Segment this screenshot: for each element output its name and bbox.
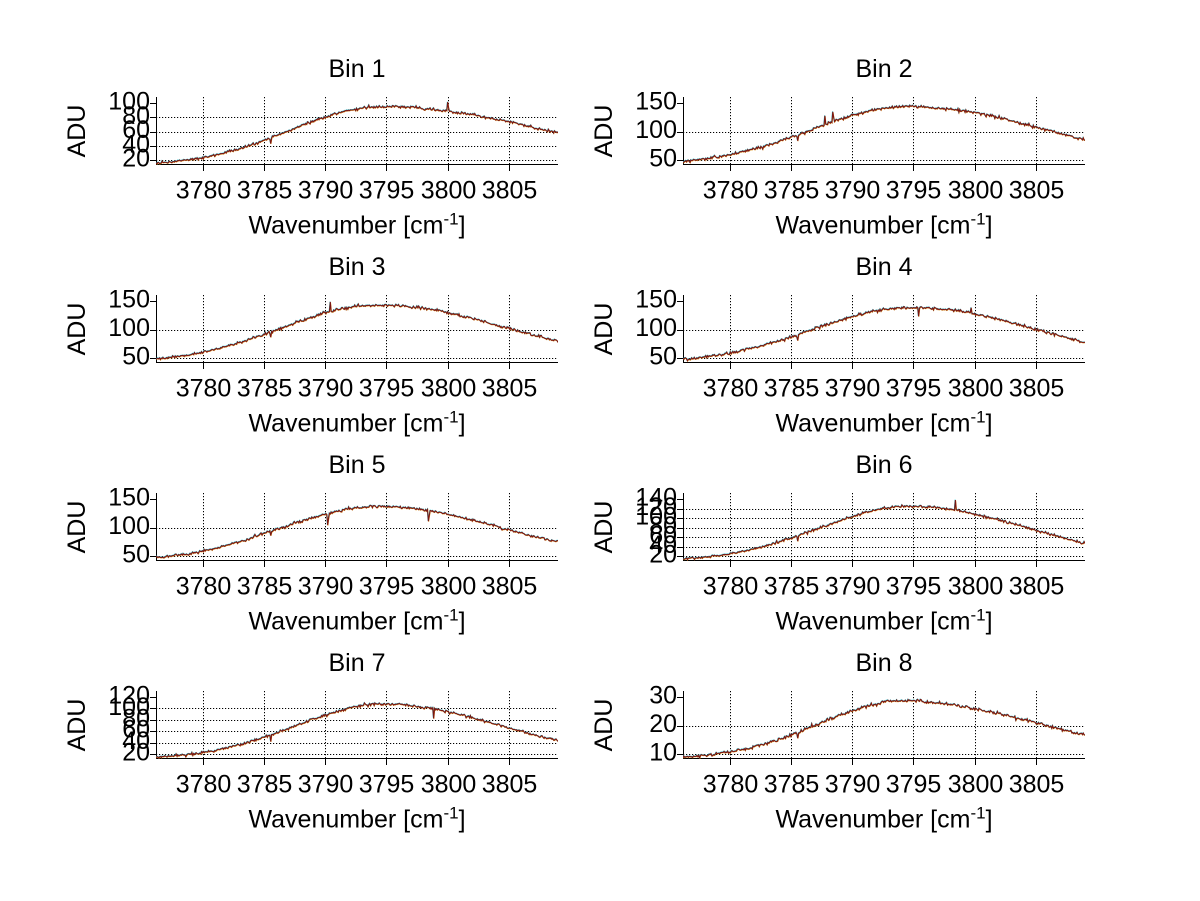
svg-text:Bin 7: Bin 7 bbox=[329, 649, 386, 677]
svg-text:3805: 3805 bbox=[1009, 771, 1065, 799]
svg-text:Bin 3: Bin 3 bbox=[329, 253, 386, 281]
svg-text:3800: 3800 bbox=[948, 771, 1004, 799]
svg-text:3795: 3795 bbox=[886, 573, 942, 601]
svg-text:Bin 5: Bin 5 bbox=[329, 451, 386, 479]
svg-text:3795: 3795 bbox=[359, 375, 415, 403]
svg-text:3800: 3800 bbox=[948, 573, 1004, 601]
svg-text:Wavenumber [cm-1]: Wavenumber [cm-1] bbox=[775, 803, 992, 834]
svg-text:3805: 3805 bbox=[1009, 177, 1065, 205]
svg-text:Wavenumber [cm-1]: Wavenumber [cm-1] bbox=[248, 803, 465, 834]
svg-text:3795: 3795 bbox=[359, 573, 415, 601]
svg-text:100: 100 bbox=[635, 116, 677, 144]
svg-text:50: 50 bbox=[122, 541, 150, 569]
svg-text:3785: 3785 bbox=[237, 573, 293, 601]
svg-text:10: 10 bbox=[649, 739, 677, 767]
svg-text:ADU: ADU bbox=[590, 303, 618, 356]
svg-text:3790: 3790 bbox=[825, 177, 881, 205]
svg-text:ADU: ADU bbox=[63, 699, 91, 752]
svg-text:3805: 3805 bbox=[1009, 375, 1065, 403]
svg-text:3780: 3780 bbox=[176, 771, 232, 799]
svg-text:3795: 3795 bbox=[359, 177, 415, 205]
svg-text:3795: 3795 bbox=[886, 177, 942, 205]
svg-text:ADU: ADU bbox=[63, 303, 91, 356]
svg-text:150: 150 bbox=[635, 286, 677, 314]
svg-text:3785: 3785 bbox=[764, 771, 820, 799]
svg-text:150: 150 bbox=[635, 88, 677, 116]
svg-text:150: 150 bbox=[108, 484, 150, 512]
svg-text:ADU: ADU bbox=[63, 105, 91, 158]
svg-text:3785: 3785 bbox=[764, 375, 820, 403]
svg-text:3790: 3790 bbox=[825, 573, 881, 601]
svg-text:ADU: ADU bbox=[590, 105, 618, 158]
svg-text:3795: 3795 bbox=[886, 375, 942, 403]
svg-text:3785: 3785 bbox=[237, 177, 293, 205]
svg-text:30: 30 bbox=[649, 682, 677, 710]
svg-text:3785: 3785 bbox=[764, 573, 820, 601]
svg-text:Bin 1: Bin 1 bbox=[329, 55, 386, 83]
svg-text:150: 150 bbox=[108, 286, 150, 314]
svg-text:3800: 3800 bbox=[948, 177, 1004, 205]
svg-text:3790: 3790 bbox=[298, 375, 354, 403]
svg-text:3795: 3795 bbox=[359, 771, 415, 799]
svg-text:3780: 3780 bbox=[703, 573, 759, 601]
svg-text:3785: 3785 bbox=[764, 177, 820, 205]
svg-text:3800: 3800 bbox=[948, 375, 1004, 403]
svg-text:20: 20 bbox=[122, 145, 150, 173]
svg-text:3780: 3780 bbox=[176, 573, 232, 601]
svg-text:3805: 3805 bbox=[1009, 573, 1065, 601]
svg-text:ADU: ADU bbox=[63, 501, 91, 554]
svg-text:3780: 3780 bbox=[703, 375, 759, 403]
svg-text:3780: 3780 bbox=[703, 177, 759, 205]
svg-text:50: 50 bbox=[649, 343, 677, 371]
svg-text:3790: 3790 bbox=[298, 771, 354, 799]
svg-text:100: 100 bbox=[635, 314, 677, 342]
svg-text:20: 20 bbox=[649, 541, 677, 569]
svg-text:ADU: ADU bbox=[590, 699, 618, 752]
svg-text:Bin 8: Bin 8 bbox=[856, 649, 913, 677]
svg-text:ADU: ADU bbox=[590, 501, 618, 554]
svg-text:50: 50 bbox=[122, 343, 150, 371]
svg-text:100: 100 bbox=[108, 512, 150, 540]
svg-text:3780: 3780 bbox=[176, 375, 232, 403]
svg-text:20: 20 bbox=[122, 739, 150, 767]
svg-text:Bin 2: Bin 2 bbox=[856, 55, 913, 83]
svg-text:3780: 3780 bbox=[176, 177, 232, 205]
svg-text:100: 100 bbox=[108, 314, 150, 342]
svg-text:3790: 3790 bbox=[298, 573, 354, 601]
svg-text:3780: 3780 bbox=[703, 771, 759, 799]
svg-text:50: 50 bbox=[649, 145, 677, 173]
svg-text:3790: 3790 bbox=[298, 177, 354, 205]
svg-text:3785: 3785 bbox=[237, 375, 293, 403]
svg-text:Bin 6: Bin 6 bbox=[856, 451, 913, 479]
svg-text:20: 20 bbox=[649, 710, 677, 738]
svg-text:3795: 3795 bbox=[886, 771, 942, 799]
svg-text:3790: 3790 bbox=[825, 375, 881, 403]
svg-text:3785: 3785 bbox=[237, 771, 293, 799]
svg-text:Bin 4: Bin 4 bbox=[856, 253, 913, 281]
svg-text:3790: 3790 bbox=[825, 771, 881, 799]
